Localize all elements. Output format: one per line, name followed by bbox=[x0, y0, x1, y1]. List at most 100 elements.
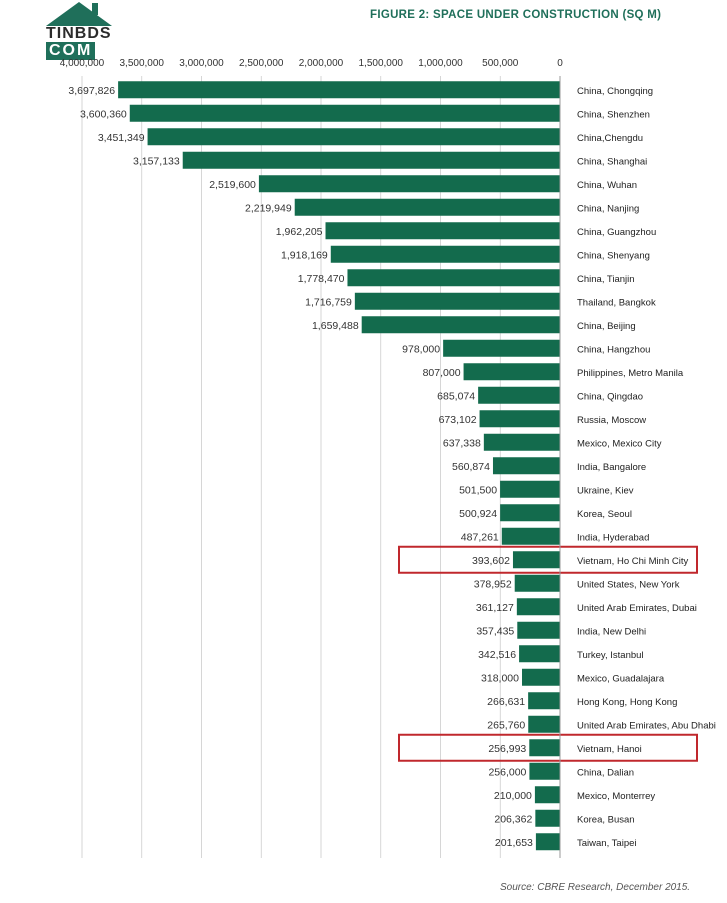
data-label: 500,924 bbox=[459, 508, 497, 520]
bar bbox=[501, 527, 560, 545]
data-label: 201,653 bbox=[495, 837, 533, 849]
bar bbox=[347, 269, 560, 287]
logo: TINBDS COM bbox=[44, 0, 114, 66]
bar bbox=[443, 339, 560, 357]
category-label: India, Bangalore bbox=[577, 462, 646, 473]
category-label: Turkey, Istanbul bbox=[577, 650, 644, 661]
x-tick-label: 1,000,000 bbox=[418, 58, 463, 69]
data-label: 265,760 bbox=[487, 719, 525, 731]
bar bbox=[514, 574, 560, 592]
data-label: 2,219,949 bbox=[245, 202, 292, 214]
data-label: 318,000 bbox=[481, 672, 519, 684]
highlight-box bbox=[398, 545, 698, 574]
category-label: China, Chongqing bbox=[577, 86, 653, 97]
x-tick-label: 4,000,000 bbox=[60, 58, 105, 69]
category-label: Vietnam, Ho Chi Minh City bbox=[577, 556, 688, 567]
category-label: China, Nanjing bbox=[577, 203, 639, 214]
bar bbox=[129, 104, 561, 122]
data-label: 978,000 bbox=[402, 343, 440, 355]
bar bbox=[354, 292, 560, 310]
bar bbox=[519, 645, 560, 663]
category-label: Mexico, Mexico City bbox=[577, 438, 662, 449]
category-label: China, Tianjin bbox=[577, 274, 635, 285]
data-label: 1,778,470 bbox=[298, 273, 345, 285]
category-label: China, Beijing bbox=[577, 321, 636, 332]
bar bbox=[361, 316, 560, 334]
bar bbox=[492, 457, 560, 475]
data-label: 266,631 bbox=[487, 696, 525, 708]
bar bbox=[512, 551, 560, 569]
bar bbox=[147, 128, 561, 146]
bar bbox=[478, 386, 560, 404]
data-label: 501,500 bbox=[459, 484, 497, 496]
data-label: 487,261 bbox=[461, 531, 499, 543]
data-label: 361,127 bbox=[476, 602, 514, 614]
category-label: China,Chengdu bbox=[577, 133, 643, 144]
data-label: 637,338 bbox=[443, 437, 481, 449]
data-label: 3,157,133 bbox=[133, 155, 180, 167]
category-label: China, Hangzhou bbox=[577, 344, 650, 355]
bar bbox=[258, 175, 560, 193]
category-label: Ukraine, Kiev bbox=[577, 485, 634, 496]
data-label: 256,993 bbox=[488, 743, 526, 755]
bar bbox=[516, 598, 560, 616]
data-label: 807,000 bbox=[423, 367, 461, 379]
bar bbox=[330, 245, 560, 263]
category-label: India, New Delhi bbox=[577, 626, 646, 637]
highlight-box bbox=[398, 733, 698, 762]
bar bbox=[479, 410, 560, 428]
bar bbox=[529, 739, 560, 757]
category-label: Mexico, Monterrey bbox=[577, 791, 655, 802]
category-label: Philippines, Metro Manila bbox=[577, 368, 684, 379]
category-label: Thailand, Bangkok bbox=[577, 297, 656, 308]
bar bbox=[325, 222, 560, 240]
x-tick-label: 3,000,000 bbox=[179, 58, 224, 69]
bar bbox=[534, 786, 560, 804]
data-label: 3,600,360 bbox=[80, 108, 127, 120]
data-label: 3,451,349 bbox=[98, 132, 145, 144]
data-label: 2,519,600 bbox=[209, 179, 256, 191]
category-label: China, Wuhan bbox=[577, 180, 637, 191]
x-tick-label: 0 bbox=[557, 58, 563, 69]
data-label: 3,697,826 bbox=[68, 85, 115, 97]
house-roof-icon bbox=[46, 2, 112, 26]
bar bbox=[182, 151, 561, 169]
bar bbox=[118, 81, 560, 99]
data-label: 206,362 bbox=[494, 813, 532, 825]
category-label: United Arab Emirates, Abu Dhabi bbox=[577, 720, 716, 731]
bar bbox=[294, 198, 560, 216]
bar bbox=[528, 692, 560, 710]
source-note: Source: CBRE Research, December 2015. bbox=[500, 882, 691, 893]
category-label: China, Shenyang bbox=[577, 250, 650, 261]
category-label: China, Qingdao bbox=[577, 391, 643, 402]
category-label: United Arab Emirates, Dubai bbox=[577, 603, 697, 614]
data-label: 393,602 bbox=[472, 555, 510, 567]
x-tick-label: 1,500,000 bbox=[359, 58, 404, 69]
data-label: 1,962,205 bbox=[276, 226, 323, 238]
chart-title: FIGURE 2: SPACE UNDER CONSTRUCTION (SQ M… bbox=[370, 9, 662, 21]
data-label: 357,435 bbox=[476, 625, 514, 637]
data-label: 342,516 bbox=[478, 649, 516, 661]
data-label: 210,000 bbox=[494, 790, 532, 802]
category-label: United States, New York bbox=[577, 579, 680, 590]
data-label: 685,074 bbox=[437, 390, 475, 402]
category-label: China, Guangzhou bbox=[577, 227, 656, 238]
data-label: 1,918,169 bbox=[281, 249, 328, 261]
bar bbox=[535, 809, 560, 827]
x-tick-label: 2,500,000 bbox=[239, 58, 284, 69]
logo-text-line1: TINBDS bbox=[46, 25, 112, 42]
category-label: Mexico, Guadalajara bbox=[577, 673, 665, 684]
category-label: Taiwan, Taipei bbox=[577, 838, 637, 849]
category-label: China, Shenzhen bbox=[577, 109, 650, 120]
data-label: 378,952 bbox=[474, 578, 512, 590]
bar bbox=[463, 363, 560, 381]
bar bbox=[521, 668, 560, 686]
bar bbox=[500, 504, 560, 522]
bar bbox=[528, 715, 560, 733]
x-tick-label: 2,000,000 bbox=[299, 58, 344, 69]
data-label: 256,000 bbox=[488, 766, 526, 778]
category-label: Hong Kong, Hong Kong bbox=[577, 697, 677, 708]
bar-chart: 0 500,000 1,000,000 1,500,000 2,000,000 2,500… bbox=[60, 58, 716, 858]
data-label: 560,874 bbox=[452, 461, 490, 473]
logo-text-line2: COM bbox=[46, 42, 96, 60]
